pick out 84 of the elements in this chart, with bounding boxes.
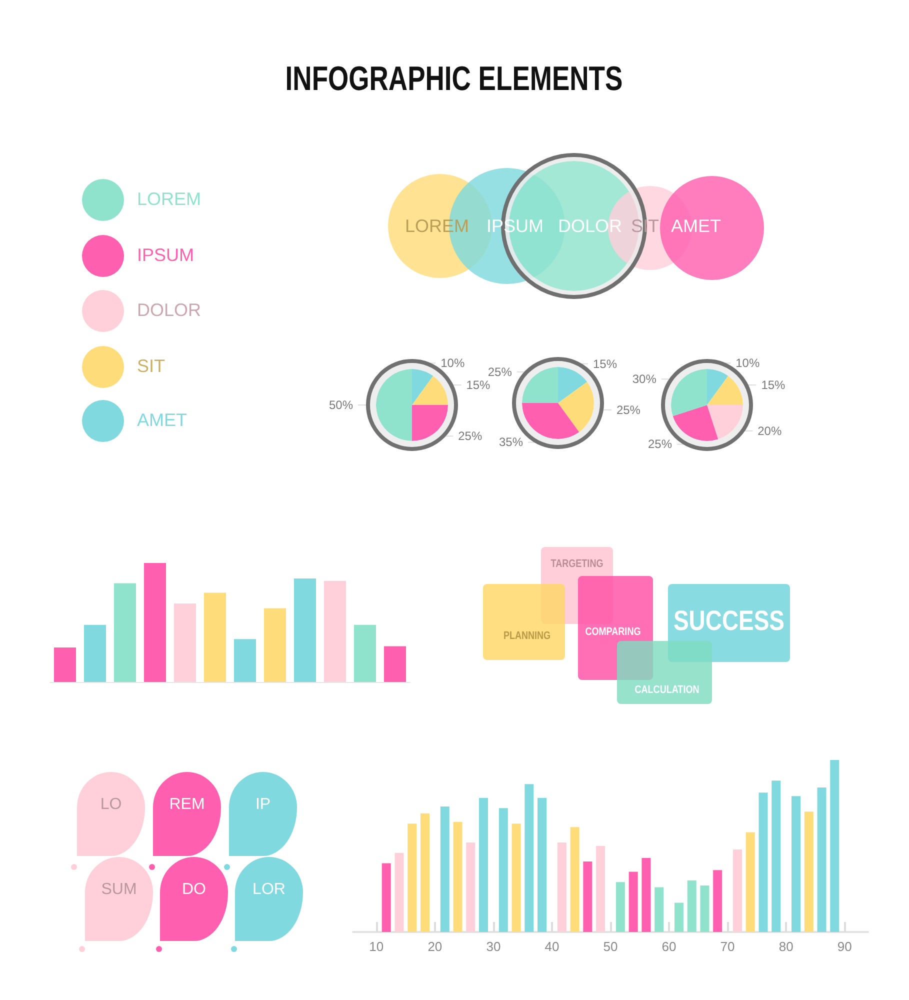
- data-label: 15%: [592, 356, 618, 371]
- bar: [466, 842, 476, 932]
- category-label: SUM: [101, 881, 137, 899]
- bar: [384, 646, 406, 682]
- bar: [512, 824, 521, 932]
- bar: [732, 849, 742, 932]
- data-label: 35%: [498, 435, 524, 450]
- bar: [772, 780, 781, 932]
- category-label: IP: [255, 796, 271, 814]
- bar: [114, 583, 136, 682]
- bar: [524, 784, 534, 932]
- bar: [264, 608, 286, 682]
- category-label: REM: [169, 796, 205, 814]
- category-label: LOR: [252, 881, 286, 899]
- bar: [408, 824, 417, 932]
- category-label: TARGETING: [550, 558, 604, 570]
- bar: [654, 887, 664, 932]
- x-tick-label: 50: [603, 939, 618, 954]
- bar: [420, 813, 430, 932]
- x-tick-label: 80: [778, 939, 794, 954]
- bar: [830, 760, 840, 932]
- category-label: DO: [182, 881, 206, 899]
- category-label: LO: [100, 796, 122, 814]
- bar: [628, 872, 638, 932]
- x-tick-label: 60: [662, 939, 676, 954]
- category-label: COMPARING: [585, 626, 641, 638]
- category-label: SIT: [137, 356, 166, 377]
- category-label: PLANNING: [503, 630, 551, 642]
- bar: [54, 647, 76, 682]
- data-label: 15%: [466, 378, 491, 392]
- bar: [84, 624, 106, 682]
- data-label: 25%: [616, 402, 641, 417]
- bar: [758, 792, 768, 932]
- category-label: AMET: [670, 216, 722, 237]
- bar: [642, 858, 651, 932]
- x-tick-label: 40: [544, 939, 560, 954]
- data-label: 10%: [736, 356, 760, 370]
- bar: [174, 603, 196, 682]
- bar: [324, 580, 346, 682]
- bar: [234, 639, 256, 682]
- bar: [354, 624, 376, 682]
- category-label: IPSUM: [137, 245, 194, 266]
- bar: [294, 578, 316, 682]
- bar: [453, 822, 462, 932]
- data-label: 20%: [758, 424, 782, 438]
- bar: [557, 842, 566, 932]
- bar: [144, 563, 166, 682]
- bar: [817, 788, 826, 932]
- bar: [746, 832, 755, 932]
- x-tick-label: 30: [486, 939, 501, 954]
- category-label: SUCCESS: [673, 605, 785, 637]
- bar: [583, 861, 592, 932]
- x-tick-label: 20: [428, 939, 442, 954]
- bar: [479, 798, 488, 932]
- bar: [440, 806, 450, 932]
- bar: [616, 882, 625, 932]
- bar: [674, 902, 684, 932]
- bar: [700, 886, 710, 932]
- x-tick-label: 90: [837, 939, 852, 954]
- x-tick-label: 70: [720, 939, 735, 954]
- category-label: CALCULATION: [634, 684, 700, 696]
- data-label: 25%: [488, 364, 512, 379]
- bar: [687, 880, 696, 932]
- data-label: 50%: [328, 398, 354, 412]
- bar: [570, 827, 580, 932]
- category-label: AMET: [137, 410, 188, 431]
- category-label: LOREM: [137, 189, 202, 210]
- bar: [204, 592, 226, 682]
- bar: [596, 846, 606, 932]
- bar: [804, 812, 814, 932]
- bar: [713, 870, 722, 932]
- category-label: DOLOR: [137, 300, 202, 321]
- bar: [394, 852, 404, 932]
- bar: [498, 808, 508, 932]
- text: INFOGRAPHIC ELEMENTS: [285, 60, 623, 99]
- bar: [792, 796, 801, 932]
- data-label: 15%: [761, 378, 786, 392]
- data-label: 30%: [632, 372, 657, 386]
- x-tick-label: 10: [369, 939, 384, 954]
- data-label: 25%: [458, 429, 482, 444]
- data-label: 10%: [440, 356, 465, 370]
- bar: [382, 863, 391, 932]
- data-label: 25%: [648, 437, 672, 452]
- bar: [538, 798, 547, 932]
